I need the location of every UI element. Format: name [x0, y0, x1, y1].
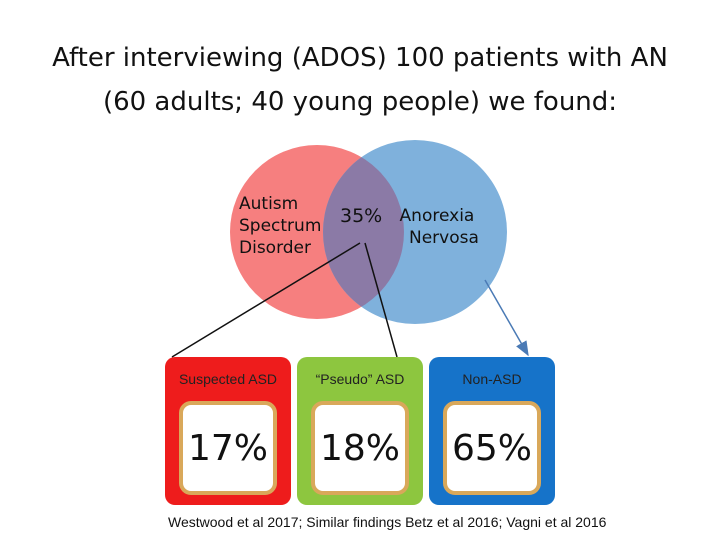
an-label-line: Nervosa: [409, 228, 479, 248]
asd-label-line: Autism: [239, 194, 299, 214]
box-value: 18%: [319, 427, 400, 469]
box-value: 65%: [451, 427, 532, 469]
connector-suspected: [171, 242, 361, 358]
asd-label-line: Disorder: [239, 238, 312, 258]
asd-label: Autism Spectrum Disorder: [239, 193, 321, 259]
an-label-line: Anorexia: [399, 206, 475, 226]
overlap-region: [323, 145, 404, 319]
box-value-panel: 65%: [443, 401, 541, 495]
connector-pseudo: [364, 242, 398, 358]
an-label: Anorexia Nervosa: [395, 205, 479, 249]
box-value-panel: 17%: [179, 401, 277, 495]
non-asd-box: Non-ASD 65%: [429, 357, 555, 505]
connector-non-asd: [484, 279, 529, 357]
citation: Westwood et al 2017; Similar findings Be…: [168, 514, 607, 530]
box-title: “Pseudo” ASD: [315, 371, 405, 387]
box-title: Non-ASD: [462, 371, 522, 387]
asd-label-line: Spectrum: [239, 216, 322, 236]
box-title: Suspected ASD: [178, 371, 278, 387]
slide-title: After interviewing (ADOS) 100 patients w…: [0, 36, 720, 124]
suspected-asd-box: Suspected ASD 17%: [165, 357, 291, 505]
box-value-panel: 18%: [311, 401, 409, 495]
title-line-2: (60 adults; 40 young people) we found:: [102, 87, 618, 117]
box-value: 17%: [187, 427, 268, 469]
title-line-1: After interviewing (ADOS) 100 patients w…: [52, 43, 668, 73]
pseudo-asd-box: “Pseudo” ASD 18%: [297, 357, 423, 505]
overlap-percent: 35%: [340, 205, 383, 227]
